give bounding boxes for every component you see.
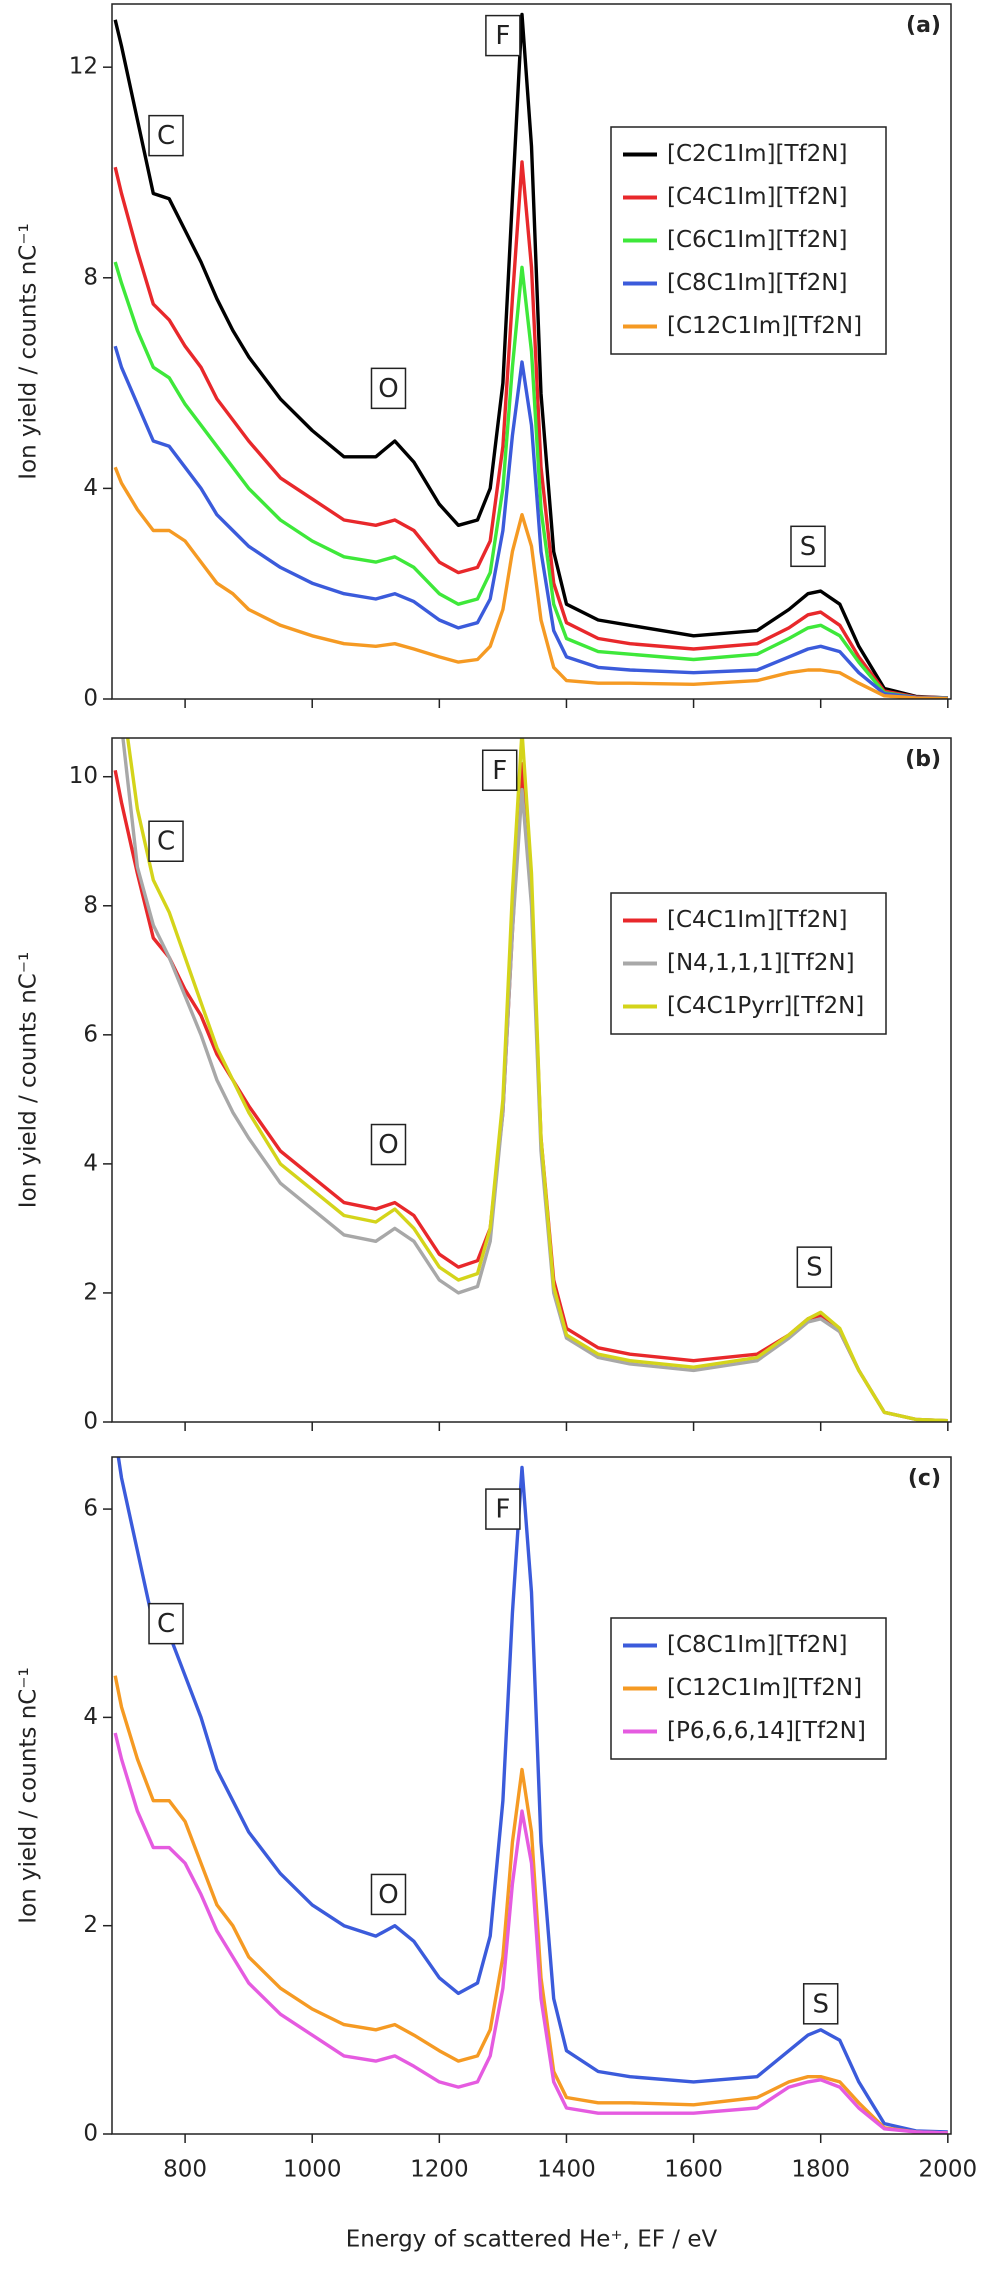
- legend-label: [P6,6,6,14][Tf2N]: [667, 1718, 866, 1744]
- data-line: [121, 738, 948, 1422]
- legend-label: [C8C1Im][Tf2N]: [667, 1632, 847, 1658]
- annotation-box: [796, 1246, 833, 1288]
- annotation-box: [790, 525, 826, 568]
- annotation: C: [157, 827, 175, 857]
- data-line: [116, 1457, 948, 2134]
- legend-label: [C4C1Im][Tf2N]: [667, 907, 847, 933]
- y-axis-label: Ion yield / counts nC⁻¹: [16, 952, 42, 1208]
- plot-frame: [111, 737, 952, 1423]
- annotation: S: [812, 1989, 829, 2019]
- data-line: [113, 1732, 948, 2134]
- y-tick-label: 0: [83, 1409, 98, 1435]
- annotation: C: [157, 121, 175, 151]
- annotation-box: [370, 367, 407, 410]
- data-line: [113, 466, 948, 699]
- annotation: O: [378, 1880, 398, 1910]
- y-tick-label: 8: [83, 264, 98, 290]
- legend-label: [C8C1Im][Tf2N]: [667, 270, 847, 296]
- x-tick-label: 1200: [410, 2157, 469, 2183]
- panel-label: (a): [906, 13, 941, 38]
- annotation-box: [481, 749, 518, 792]
- x-axis-label: Energy of scattered He⁺, EF / eV: [346, 2227, 718, 2253]
- annotation: C: [157, 1609, 175, 1639]
- y-tick-label: 12: [69, 54, 98, 80]
- plot-frame: [111, 1456, 952, 2135]
- y-tick-label: 4: [83, 1704, 98, 1730]
- annotation: F: [495, 1495, 510, 1525]
- annotation-box: [370, 1873, 407, 1916]
- annotation-box: [148, 114, 184, 157]
- annotation-box: [370, 1123, 407, 1166]
- y-tick-label: 4: [83, 1150, 98, 1176]
- annotation-box: [802, 1983, 839, 2025]
- y-tick-label: 2: [83, 1912, 98, 1938]
- data-line: [113, 12, 948, 699]
- annotation: F: [492, 756, 507, 786]
- panel-label: (c): [908, 1466, 941, 1491]
- annotation: O: [378, 374, 398, 404]
- data-line: [125, 738, 948, 1422]
- legend-label: [C2C1Im][Tf2N]: [667, 141, 847, 167]
- data-line: [113, 160, 948, 699]
- legend-label: [C4C1Pyrr][Tf2N]: [667, 993, 864, 1019]
- annotation: S: [806, 1253, 823, 1283]
- y-axis-label: Ion yield / counts nC⁻¹: [16, 223, 42, 479]
- annotation-box: [148, 820, 184, 862]
- y-tick-label: 10: [69, 763, 98, 789]
- legend-label: [N4,1,1,1][Tf2N]: [667, 950, 855, 976]
- data-line: [113, 261, 948, 699]
- x-tick-label: 2000: [919, 2157, 978, 2183]
- data-line: [113, 345, 948, 699]
- y-tick-label: 0: [83, 686, 98, 712]
- annotation-box: [485, 1488, 521, 1530]
- legend-label: [C6C1Im][Tf2N]: [667, 227, 847, 253]
- annotation-box: [148, 1602, 184, 1645]
- x-tick-label: 1600: [664, 2157, 723, 2183]
- y-tick-label: 6: [83, 1496, 98, 1522]
- y-tick-label: 4: [83, 475, 98, 501]
- panel-label: (b): [905, 747, 941, 772]
- legend-label: [C4C1Im][Tf2N]: [667, 184, 847, 210]
- y-axis-label: Ion yield / counts nC⁻¹: [16, 1667, 42, 1923]
- x-tick-label: 1800: [791, 2157, 850, 2183]
- annotation-box: [485, 14, 521, 57]
- y-tick-label: 6: [83, 1021, 98, 1047]
- annotation: F: [495, 21, 510, 51]
- annotation: O: [378, 1130, 398, 1160]
- annotation: S: [800, 532, 817, 562]
- y-tick-label: 0: [83, 2121, 98, 2147]
- y-tick-label: 8: [83, 892, 98, 918]
- data-line: [113, 1675, 948, 2134]
- plot-frame: [111, 3, 952, 700]
- legend-label: [C12C1Im][Tf2N]: [667, 1675, 862, 1701]
- x-tick-label: 1400: [537, 2157, 596, 2183]
- x-tick-label: 800: [163, 2157, 207, 2183]
- y-tick-label: 2: [83, 1279, 98, 1305]
- legend-label: [C12C1Im][Tf2N]: [667, 313, 862, 339]
- x-tick-label: 1000: [283, 2157, 342, 2183]
